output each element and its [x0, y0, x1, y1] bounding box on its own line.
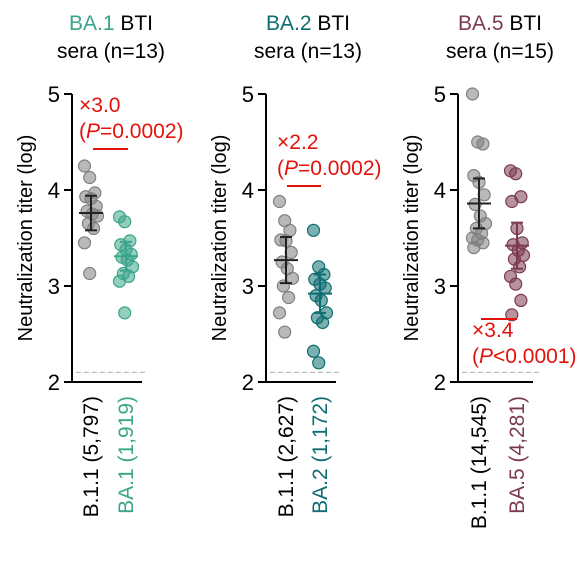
- title-suffix: BTI: [120, 12, 153, 35]
- title-variant: BA.2: [266, 12, 312, 35]
- y-tick-label: 3: [242, 274, 254, 299]
- panel-title: BA.1 BTI: [69, 12, 153, 35]
- data-point: [278, 325, 292, 339]
- y-tick-label: 2: [242, 370, 254, 395]
- data-point: [306, 223, 321, 237]
- title-suffix: BTI: [509, 12, 542, 35]
- data-point: [514, 293, 528, 307]
- panel-subtitle: sera (n=13): [254, 40, 362, 63]
- p-number: =0.0002: [298, 157, 375, 180]
- data-point: [312, 356, 326, 370]
- title-suffix: BTI: [317, 12, 350, 35]
- x-category-label: BA.5 (4,281): [506, 396, 529, 514]
- p-symbol: P: [284, 157, 298, 180]
- p-number: =0.0002: [100, 120, 177, 143]
- panel-title: BA.5 BTI: [458, 12, 542, 35]
- data-point: [86, 221, 101, 235]
- y-tick-label: 5: [48, 82, 60, 107]
- data-point: [276, 279, 290, 293]
- panel-subtitle: sera (n=13): [57, 40, 165, 63]
- data-point: [505, 308, 519, 322]
- fold-change-label: ×3.4: [472, 319, 514, 342]
- data-point: [314, 293, 328, 307]
- data-point: [465, 87, 480, 101]
- data-point: [282, 290, 296, 305]
- p-symbol: P: [86, 120, 100, 143]
- data-point: [118, 215, 132, 229]
- y-axis-label: Neutralization titer (log): [209, 135, 231, 342]
- p-number: <0.0001: [493, 345, 570, 368]
- panel-title: BA.2 BTI: [266, 12, 350, 35]
- data-point: [467, 241, 481, 255]
- p-value-label: (P=0.0002): [79, 120, 184, 143]
- data-point: [512, 260, 527, 274]
- p-value-label: (P=0.0002): [277, 157, 382, 180]
- data-point: [505, 194, 519, 209]
- y-axis-label: Neutralization titer (log): [15, 135, 37, 342]
- data-point: [112, 274, 127, 288]
- data-point: [306, 344, 321, 358]
- data-point: [118, 306, 132, 320]
- y-tick-label: 2: [48, 370, 60, 395]
- x-category-label: B.1.1 (14,545): [468, 396, 491, 529]
- data-point: [509, 167, 523, 181]
- data-point: [509, 277, 523, 291]
- p-value-label: (P<0.0001): [472, 345, 577, 368]
- x-category-label: BA.1 (1,919): [115, 396, 138, 514]
- panel-subtitle: sera (n=15): [446, 40, 554, 63]
- y-tick-label: 4: [48, 178, 60, 203]
- data-point: [83, 170, 97, 185]
- y-axis-label: Neutralization titer (log): [401, 135, 423, 342]
- data-point: [272, 306, 287, 320]
- data-point: [77, 236, 92, 250]
- p-symbol: P: [479, 345, 493, 368]
- x-category-label: B.1.1 (2,627): [275, 396, 298, 517]
- data-point: [83, 266, 97, 281]
- y-tick-label: 2: [434, 370, 446, 395]
- y-tick-label: 5: [242, 82, 254, 107]
- fold-change-label: ×3.0: [79, 94, 120, 117]
- data-point: [77, 159, 92, 173]
- y-tick-label: 3: [434, 274, 446, 299]
- y-tick-label: 4: [434, 178, 446, 203]
- title-variant: BA.1: [69, 12, 115, 35]
- panel-ba5: BA.5 BTI sera (n=15) Neutralization titer …: [401, 12, 577, 529]
- data-point: [476, 137, 490, 151]
- data-point: [316, 315, 330, 330]
- title-variant: BA.5: [458, 12, 504, 35]
- y-tick-label: 5: [434, 82, 446, 107]
- data-point: [272, 194, 287, 209]
- panel-ba1: BA.1 BTI sera (n=13) Neutralization titer …: [15, 12, 184, 517]
- panel-ba2: BA.2 BTI sera (n=13) Neutralization titer …: [209, 12, 382, 517]
- y-tick-label: 3: [48, 274, 60, 299]
- x-category-label: BA.2 (1,172): [309, 396, 332, 514]
- fold-change-label: ×2.2: [277, 131, 318, 154]
- y-tick-label: 4: [242, 178, 254, 203]
- x-category-label: B.1.1 (5,797): [80, 396, 103, 517]
